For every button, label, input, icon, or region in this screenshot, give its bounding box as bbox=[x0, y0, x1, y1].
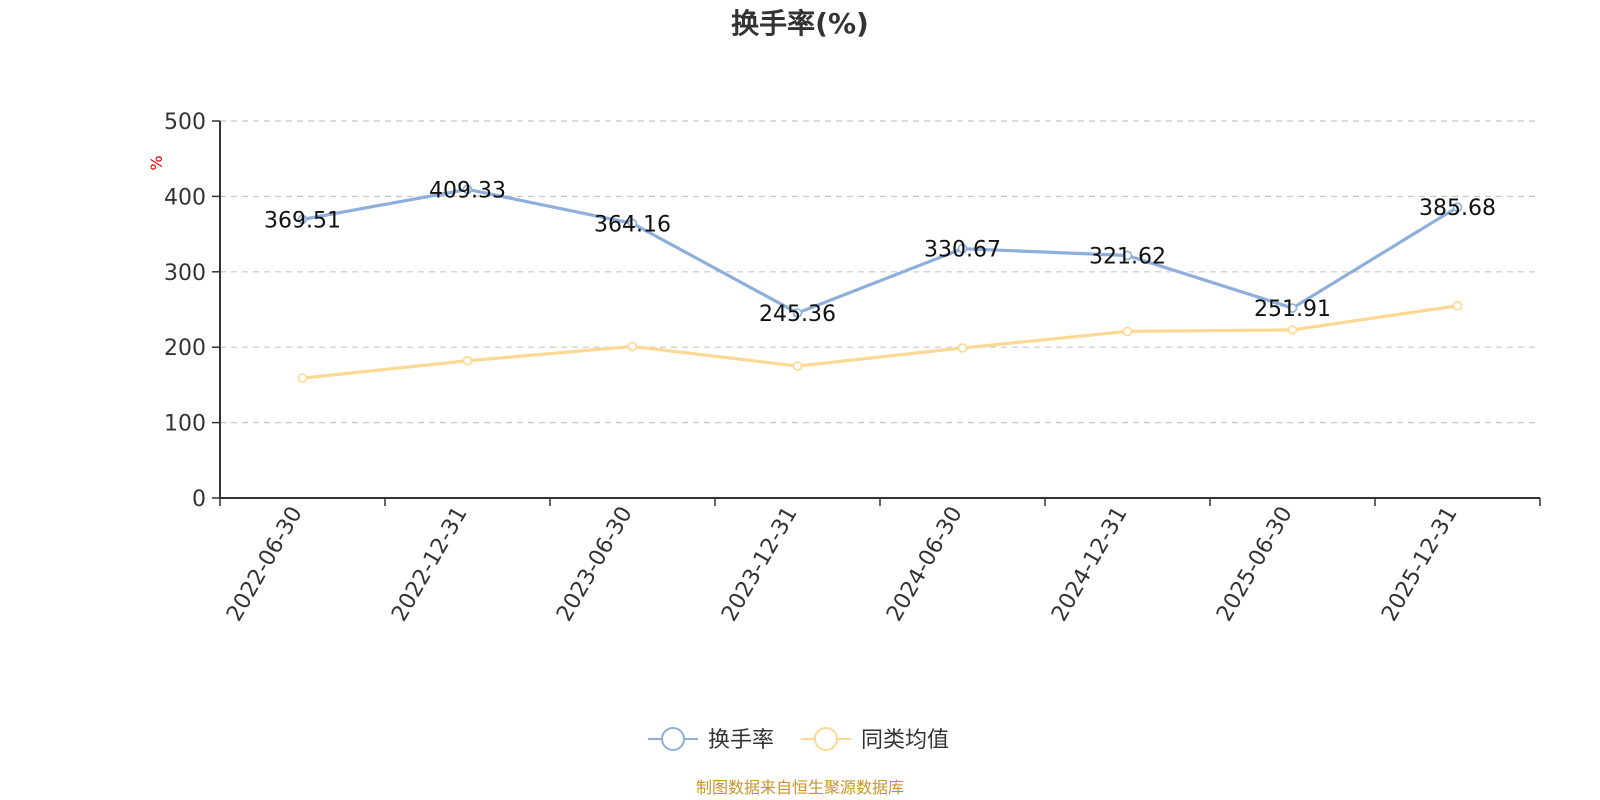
y-tick-label: 0 bbox=[192, 487, 206, 512]
peer-average-point[interactable] bbox=[462, 355, 473, 366]
x-tick-label: 2024-12-31 bbox=[1047, 503, 1133, 626]
peer-average-series-line bbox=[300, 304, 1460, 380]
peer-average-point[interactable] bbox=[792, 361, 803, 371]
x-tick-label: 2024-06-30 bbox=[882, 503, 968, 626]
turnover-data-label: 369.51 bbox=[264, 208, 341, 233]
turnover-point[interactable] bbox=[627, 218, 638, 229]
x-tick-label: 2022-06-30 bbox=[222, 503, 308, 626]
y-axis-unit-label: % bbox=[147, 155, 166, 170]
x-tick-label: 2023-06-30 bbox=[552, 503, 638, 626]
x-tick-label: 2025-12-31 bbox=[1377, 503, 1463, 626]
y-tick-label: 100 bbox=[164, 412, 206, 437]
turnover-data-label: 321.62 bbox=[1089, 244, 1166, 269]
turnover-data-label: 409.33 bbox=[429, 178, 506, 203]
turnover-point[interactable] bbox=[792, 308, 803, 318]
turnover-data-label: 245.36 bbox=[759, 302, 836, 327]
turnover-point[interactable] bbox=[1122, 250, 1133, 261]
turnover-data-label: 251.91 bbox=[1254, 297, 1331, 322]
turnover-point[interactable] bbox=[1287, 303, 1298, 313]
y-axis-ticks: 0 100 200 300 400 500 bbox=[164, 110, 220, 512]
turnover-point[interactable] bbox=[462, 184, 473, 195]
turnover-point[interactable] bbox=[957, 243, 968, 254]
legend-marker-turnover bbox=[661, 727, 685, 751]
turnover-point[interactable] bbox=[1452, 202, 1463, 212]
y-tick-label: 200 bbox=[164, 336, 206, 361]
peer-average-point[interactable] bbox=[1287, 325, 1298, 335]
source-note: 制图数据来自恒生聚源数据库 bbox=[696, 778, 904, 797]
grid-lines bbox=[220, 120, 1540, 424]
legend: 换手率 同类均值 bbox=[648, 727, 949, 753]
legend-marker-peer-average bbox=[814, 727, 838, 751]
peer-average-point[interactable] bbox=[297, 373, 308, 383]
peer-average-point[interactable] bbox=[627, 341, 638, 352]
y-tick-label: 500 bbox=[164, 110, 206, 135]
turnover-data-label: 330.67 bbox=[924, 238, 1001, 263]
series-lines bbox=[297, 184, 1463, 383]
axes bbox=[219, 121, 1540, 499]
x-tick-label: 2022-12-31 bbox=[387, 503, 473, 626]
turnover-data-label: 364.16 bbox=[594, 212, 671, 237]
y-tick-label: 300 bbox=[164, 261, 206, 286]
data-labels: 369.51 409.33 364.16 245.36 330.67 321.62 251.… bbox=[264, 178, 1496, 327]
peer-average-point[interactable] bbox=[957, 343, 968, 353]
chart-title: 换手率(%) bbox=[731, 7, 869, 40]
legend-item-peer-average[interactable]: 同类均值 bbox=[801, 727, 949, 753]
turnover-series-line bbox=[300, 187, 1460, 315]
x-tick-label: 2025-06-30 bbox=[1212, 503, 1298, 626]
x-tick-label: 2023-12-31 bbox=[717, 503, 803, 626]
turnover-point[interactable] bbox=[297, 214, 308, 225]
turnover-data-label: 385.68 bbox=[1419, 196, 1496, 221]
legend-label-turnover: 换手率 bbox=[708, 728, 774, 753]
peer-average-point[interactable] bbox=[1122, 326, 1133, 337]
legend-item-turnover[interactable]: 换手率 bbox=[648, 727, 774, 753]
y-tick-label: 400 bbox=[164, 185, 206, 210]
peer-average-point[interactable] bbox=[1452, 300, 1463, 311]
legend-label-peer-average: 同类均值 bbox=[861, 728, 949, 753]
x-axis-ticks: 2022-06-30 2022-12-31 2023-06-30 2023-12-31… bbox=[219, 498, 1541, 626]
